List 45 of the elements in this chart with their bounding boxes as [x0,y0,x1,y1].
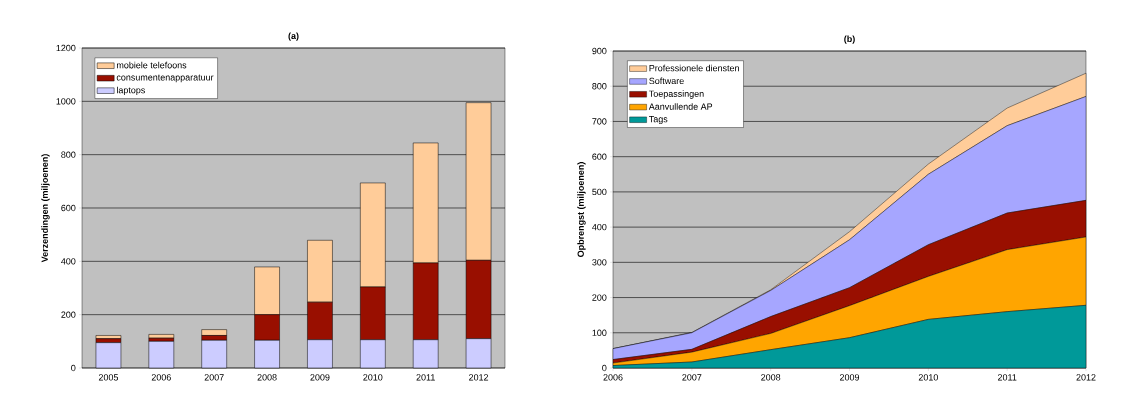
y-tick-label: 400 [592,223,607,231]
y-tick-label: 200 [592,294,607,301]
y-tick-label: 1000 [56,98,76,105]
y-tick-label: 500 [592,188,607,196]
legend-label: Aanvullende AP [648,103,713,110]
x-tick-label: 2011 [997,374,1017,381]
legend-label: Professionele diensten [649,64,739,72]
x-tick-label: 2009 [839,374,860,381]
x-tick-label: 2008 [761,374,781,381]
y-tick-label: 800 [61,151,76,158]
x-tick-label: 2011 [416,374,435,381]
x-tick-label: 2009 [310,374,330,381]
y-tick-label: 600 [61,204,76,212]
y-tick-label: 900 [592,47,607,55]
y-tick-label: 300 [592,259,607,266]
x-tick-label: 2006 [603,374,623,381]
y-tick-label: 0 [602,364,607,372]
y-axis-title: Verzendingen (miljoenen) [41,154,50,263]
legend-label: Tags [649,116,668,125]
y-tick-label: 400 [61,258,76,265]
y-axis-title: Opbrengst (miljoenen) [577,162,586,257]
bar [201,329,227,336]
y-tick-label: 100 [592,329,607,336]
x-tick-label: 2006 [151,374,171,381]
x-tick-label: 2007 [682,374,702,381]
y-tick-label: 200 [61,311,76,318]
y-tick-label: 1200 [56,44,76,52]
chart-title: (b) [844,35,855,44]
legend-label: mobiele telefoons [116,61,187,69]
y-tick-label: 600 [592,153,607,160]
legend-label: consumentenapparatuur [116,74,214,83]
x-tick-label: 2010 [918,374,938,381]
y-tick-label: 800 [592,83,607,90]
x-tick-label: 2010 [363,374,383,381]
y-tick-label: 700 [592,118,607,125]
x-tick-label: 2012 [1076,374,1096,381]
y-tick-label: 0 [71,364,76,372]
chart-title: (a) [288,32,299,41]
x-tick-label: 2007 [204,374,224,381]
legend-label: Toepassingen [649,90,704,99]
legend-label: laptops [117,86,145,96]
legend-label: Software [649,77,684,85]
x-tick-label: 2005 [98,374,119,381]
x-tick-label: 2012 [469,374,489,381]
x-tick-label: 2008 [257,374,277,381]
